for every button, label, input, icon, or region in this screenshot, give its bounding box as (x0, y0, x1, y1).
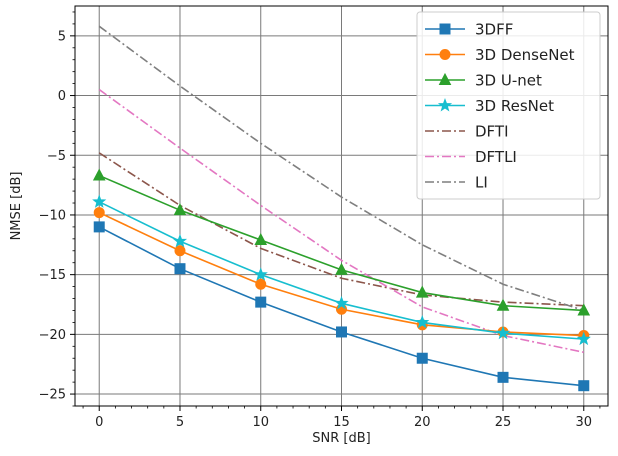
series-layer (92, 25, 591, 392)
legend-label: DFTLI (475, 148, 517, 166)
x-tick-label: 30 (575, 415, 592, 430)
triangle-marker (173, 203, 187, 216)
x-tick-label: 15 (333, 415, 350, 430)
legend-label: 3D DenseNet (475, 46, 575, 64)
star-marker (415, 314, 430, 329)
y-tick-label: −15 (39, 268, 66, 283)
legend-item-3d-resnet: 3D ResNet (425, 97, 554, 115)
triangle-marker (438, 72, 452, 85)
triangle-marker (577, 303, 591, 316)
legend-item-li: LI (425, 174, 488, 192)
y-tick-label: −25 (39, 388, 66, 403)
square-marker (497, 371, 509, 383)
square-marker (255, 296, 267, 308)
star-marker (172, 233, 188, 248)
axis-ticks: 0 5 10 15 20 25 30 −25 −20 −15 −10 −5 0 5 (39, 11, 601, 430)
y-tick-label: 5 (58, 29, 66, 44)
legend-label: LI (475, 174, 488, 192)
legend-label: 3DFF (475, 21, 513, 39)
triangle-marker (92, 168, 106, 181)
square-marker (336, 326, 347, 338)
series-3d-resnet (92, 194, 591, 346)
triangle-marker (415, 285, 429, 298)
legend-item-3d-densenet: 3D DenseNet (425, 46, 575, 64)
circle-marker (439, 49, 451, 60)
x-axis-label: SNR [dB] (312, 431, 370, 446)
x-tick-label: 10 (252, 415, 269, 430)
square-marker (439, 23, 451, 35)
y-axis-label: NMSE [dB] (9, 172, 24, 241)
star-marker (253, 267, 268, 281)
legend-item-3dff: 3DFF (425, 21, 513, 39)
triangle-marker (496, 298, 510, 311)
star-marker (92, 194, 107, 208)
square-marker (416, 352, 428, 364)
series-line-dftli (98, 88, 584, 354)
legend-label: 3D ResNet (475, 97, 554, 115)
series-3dff (93, 221, 590, 392)
legend-item-dfti: DFTI (425, 123, 509, 141)
star-marker (576, 331, 591, 346)
triangle-marker (254, 232, 268, 246)
legend-item-3d-u-net: 3D U-net (425, 72, 542, 90)
series-line-li (98, 25, 585, 312)
y-tick-label: −5 (47, 149, 66, 164)
circle-marker (93, 207, 105, 219)
y-tick-label: 0 (58, 89, 66, 104)
star-marker (495, 325, 511, 340)
series-dftli (98, 88, 584, 354)
star-marker (334, 295, 349, 310)
y-tick-label: −10 (39, 208, 66, 223)
legend-box (416, 11, 601, 200)
star-marker (437, 98, 453, 112)
legend-label: DFTI (475, 123, 509, 141)
square-marker (174, 263, 186, 275)
square-marker (578, 380, 590, 392)
x-tick-label: 20 (414, 415, 431, 430)
circle-marker (255, 278, 267, 290)
series-li (98, 25, 585, 312)
x-tick-label: 25 (495, 415, 512, 430)
series-3d-u-net (92, 168, 591, 316)
y-tick-label: −20 (39, 328, 66, 343)
x-tick-label: 5 (176, 415, 184, 430)
x-tick-label: 0 (95, 415, 103, 430)
square-marker (93, 221, 105, 233)
legend-label: 3D U-net (475, 72, 542, 90)
triangle-marker (335, 262, 348, 275)
legend: 3DFF 3D DenseNet 3D U-net 3D ResNet DFTI DFTL… (416, 11, 601, 200)
legend-item-dftli: DFTLI (425, 148, 517, 166)
circle-marker (174, 245, 186, 257)
